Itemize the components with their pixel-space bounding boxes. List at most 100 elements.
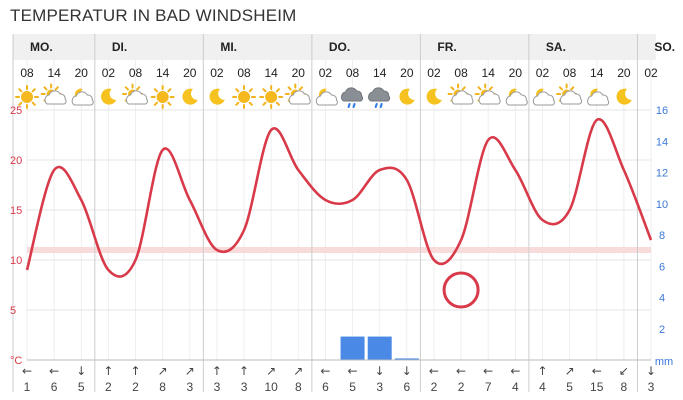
day-label: MO.	[30, 40, 53, 54]
moon-icon	[209, 88, 225, 105]
hour-label: 20	[183, 66, 197, 80]
hour-label: 20	[617, 66, 631, 80]
partly-cloudy-day-icon	[447, 83, 474, 105]
y-tick-precipitation: 6	[659, 261, 665, 273]
y-tick-temperature: 5	[10, 305, 16, 317]
day-label: MI.	[220, 40, 237, 54]
hour-label: 02	[644, 66, 658, 80]
wind-speed-label: 15	[590, 380, 604, 394]
wind-speed-label: 3	[186, 380, 193, 394]
night-cloudy-icon	[505, 88, 528, 106]
hour-label: 20	[292, 66, 306, 80]
y-tick-precipitation: 4	[659, 293, 665, 305]
day-label: FR.	[437, 40, 456, 54]
sun-icon	[259, 85, 284, 109]
partly-cloudy-day-icon	[122, 83, 148, 105]
partly-cloudy-day-icon	[474, 83, 501, 105]
wind-direction-arrow: ←	[348, 364, 358, 378]
hour-label: 14	[590, 66, 604, 80]
night-cloudy-icon	[71, 88, 94, 106]
moon-icon	[426, 88, 442, 105]
y-tick-temperature: 10	[10, 255, 22, 267]
y-unit-temperature: °C	[10, 355, 22, 367]
hour-label: 14	[264, 66, 278, 80]
wind-speed-label: 3	[648, 380, 655, 394]
wind-speed-label: 7	[485, 380, 492, 394]
partly-cloudy-day-icon	[40, 83, 67, 105]
rain-cloud-icon	[368, 87, 391, 108]
wind-speed-label: 3	[214, 380, 221, 394]
y-tick-temperature: 25	[10, 105, 22, 117]
wind-direction-arrow: ↑	[212, 364, 222, 378]
y-tick-precipitation: 10	[656, 199, 668, 211]
wind-speed-label: 6	[322, 380, 329, 394]
wind-speed-label: 3	[376, 380, 383, 394]
hour-label: 08	[563, 66, 577, 80]
wind-speed-label: 2	[132, 380, 139, 394]
hour-label: 08	[129, 66, 143, 80]
wind-direction-arrow: ↗	[185, 364, 195, 378]
wind-speed-label: 4	[539, 380, 546, 394]
hour-label: 14	[482, 66, 496, 80]
wind-direction-arrow: ←	[22, 364, 32, 378]
night-cloudy-icon	[315, 88, 338, 106]
precipitation-bar	[340, 336, 365, 360]
hour-label: 02	[536, 66, 550, 80]
page-title: TEMPERATUR IN BAD WINDSHEIM	[10, 6, 297, 25]
wind-direction-arrow: ↓	[646, 364, 656, 378]
hour-label: 08	[20, 66, 34, 80]
wind-direction-arrow: ←	[592, 364, 602, 378]
wind-direction-arrow: ↙	[619, 364, 629, 378]
hour-label: 02	[427, 66, 441, 80]
night-cloudy-icon	[532, 88, 555, 106]
moon-icon	[101, 88, 117, 105]
hour-label: 02	[210, 66, 224, 80]
wind-direction-arrow: ↓	[402, 364, 412, 378]
wind-direction-arrow: ↗	[565, 364, 575, 378]
wind-direction-arrow: ↗	[158, 364, 168, 378]
hour-label: 02	[319, 66, 333, 80]
sun-icon	[150, 85, 175, 109]
wind-direction-arrow: ←	[510, 364, 520, 378]
wind-direction-arrow: ↑	[537, 364, 547, 378]
wind-speed-label: 8	[295, 380, 302, 394]
wind-direction-arrow: ←	[49, 364, 59, 378]
reference-band	[27, 247, 651, 253]
hour-label: 02	[102, 66, 116, 80]
y-tick-precipitation: 8	[659, 230, 665, 242]
moon-icon	[182, 88, 198, 105]
night-cloudy-icon	[587, 88, 610, 106]
precipitation-bar	[367, 336, 392, 360]
wind-speed-label: 8	[621, 380, 628, 394]
wind-speed-label: 2	[458, 380, 465, 394]
wind-speed-label: 8	[159, 380, 166, 394]
wind-direction-arrow: ↑	[103, 364, 113, 378]
day-label: SO.	[654, 40, 675, 54]
wind-speed-label: 5	[566, 380, 573, 394]
day-label: DO.	[329, 40, 350, 54]
wind-direction-arrow: ↓	[375, 364, 385, 378]
wind-speed-label: 2	[105, 380, 112, 394]
y-tick-precipitation: 2	[659, 324, 665, 336]
wind-direction-arrow: ←	[456, 364, 466, 378]
wind-speed-label: 5	[78, 380, 85, 394]
moon-icon	[399, 88, 415, 105]
hour-label: 14	[373, 66, 387, 80]
wind-speed-label: 6	[403, 380, 410, 394]
y-tick-temperature: 15	[10, 205, 22, 217]
hour-label: 08	[237, 66, 251, 80]
wind-speed-label: 3	[241, 380, 248, 394]
partly-cloudy-day-icon	[556, 83, 583, 105]
rain-cloud-icon	[340, 87, 364, 108]
hour-label: 08	[346, 66, 360, 80]
hour-label: 20	[400, 66, 414, 80]
wind-direction-arrow: ↗	[293, 364, 303, 378]
wind-direction-arrow: ↗	[266, 364, 276, 378]
wind-speed-label: 10	[264, 380, 278, 394]
hour-label: 20	[75, 66, 89, 80]
wind-direction-arrow: ↑	[239, 364, 249, 378]
moon-icon	[616, 88, 632, 105]
y-tick-precipitation: 16	[656, 105, 668, 117]
precipitation-bar	[394, 358, 419, 360]
